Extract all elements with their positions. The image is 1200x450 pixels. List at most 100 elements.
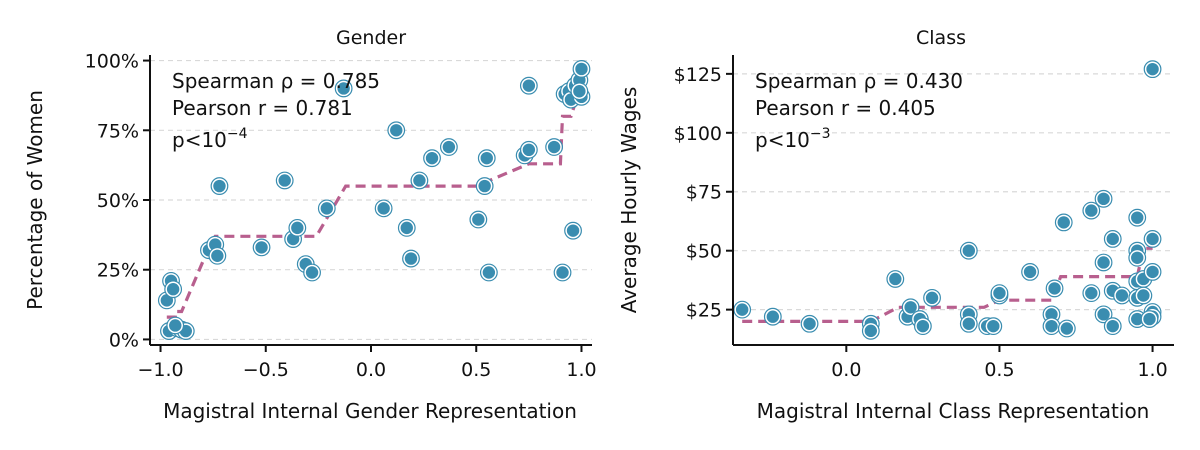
data-point-ring xyxy=(423,149,441,168)
data-point xyxy=(166,316,185,335)
data-point-marker xyxy=(1083,202,1100,219)
data-point-ring xyxy=(1045,279,1064,298)
data-point xyxy=(402,249,420,268)
data-point xyxy=(334,79,353,98)
chart-title: Gender xyxy=(336,27,406,49)
data-point xyxy=(410,171,429,190)
panel-class: Class 0.0 0.5 1.0 $25 $50 $75 $100 $125 Magist… xyxy=(617,27,1174,423)
data-point-ring xyxy=(959,314,978,333)
y-tick-label: $75 xyxy=(686,182,722,204)
data-point-marker xyxy=(985,318,1002,334)
x-tick-label: 0.5 xyxy=(461,359,491,381)
data-point-marker xyxy=(571,83,588,100)
data-point-ring xyxy=(990,284,1009,303)
data-point-ring xyxy=(959,241,978,260)
data-point xyxy=(1134,286,1153,305)
data-point xyxy=(164,280,183,299)
data-point-ring xyxy=(252,238,271,257)
x-axis-label: Magistral Internal Class Representation xyxy=(757,399,1150,423)
spearman-text: Spearman ρ = 0.785 xyxy=(172,69,380,93)
data-point-marker xyxy=(253,239,270,256)
data-point-ring xyxy=(861,321,880,340)
data-point xyxy=(475,177,494,195)
p-exponent: −3 xyxy=(810,126,831,142)
p-value-text: p<10−4 xyxy=(172,126,248,152)
data-point-ring xyxy=(886,270,905,288)
data-point-ring xyxy=(1057,319,1076,338)
data-point xyxy=(1128,248,1147,267)
data-point-ring xyxy=(1143,230,1162,248)
data-point xyxy=(1143,230,1162,248)
data-point-marker xyxy=(211,178,228,194)
data-point xyxy=(959,314,978,333)
x-tick-label: 0.5 xyxy=(984,359,1014,381)
data-point-marker xyxy=(863,323,879,339)
data-point xyxy=(572,60,591,78)
data-point-ring xyxy=(763,307,782,326)
data-point-ring xyxy=(1082,284,1101,303)
data-point xyxy=(1103,317,1122,336)
data-point-ring xyxy=(208,246,227,265)
data-point-marker xyxy=(1104,231,1121,247)
data-point-marker xyxy=(902,299,919,316)
p-base: 10 xyxy=(201,128,226,152)
data-point-marker xyxy=(167,317,184,334)
data-point-marker xyxy=(1104,318,1121,334)
data-point-marker xyxy=(1114,287,1130,304)
data-point xyxy=(564,221,582,240)
data-point-marker xyxy=(411,172,428,189)
data-point-ring xyxy=(1134,286,1153,305)
data-point xyxy=(1143,60,1162,79)
data-point-ring xyxy=(923,288,941,307)
data-point-marker xyxy=(565,222,581,239)
data-point-marker xyxy=(765,308,781,325)
data-point xyxy=(545,138,564,156)
data-point xyxy=(1045,279,1064,298)
y-tick-label: 75% xyxy=(97,120,139,142)
data-point-ring xyxy=(1054,213,1073,232)
data-point xyxy=(1094,189,1113,208)
p-prefix: p< xyxy=(755,128,784,152)
data-point-marker xyxy=(476,178,493,194)
data-point-marker xyxy=(546,139,562,155)
data-point-ring xyxy=(288,218,307,237)
data-point-ring xyxy=(475,177,494,195)
stats-annotation: Spearman ρ = 0.785 Pearson r = 0.781 p<1… xyxy=(172,69,380,152)
data-point-ring xyxy=(1143,263,1162,281)
data-point xyxy=(210,177,229,195)
x-tick-label: −0.5 xyxy=(243,359,289,381)
data-point-marker xyxy=(521,142,537,158)
data-point xyxy=(913,317,932,336)
data-point xyxy=(397,218,416,237)
data-point-ring xyxy=(275,171,294,190)
data-point-marker xyxy=(398,220,415,236)
data-point xyxy=(959,241,978,260)
data-point xyxy=(1057,319,1076,338)
data-point-marker xyxy=(289,220,306,236)
data-point-marker xyxy=(554,264,571,281)
data-point xyxy=(1128,208,1147,227)
data-point-marker xyxy=(1144,61,1161,77)
data-point xyxy=(275,171,294,190)
data-point-ring xyxy=(210,177,229,195)
x-tick-label: 0.0 xyxy=(356,359,386,381)
data-point-marker xyxy=(1135,287,1152,304)
data-point xyxy=(519,76,538,95)
data-point-marker xyxy=(887,271,904,287)
data-point-ring xyxy=(479,263,498,282)
y-tick-label: $100 xyxy=(674,123,722,145)
data-point xyxy=(1140,310,1159,328)
data-point xyxy=(519,140,538,159)
data-point-ring xyxy=(553,263,572,282)
data-point-ring xyxy=(166,316,185,335)
data-point xyxy=(1021,263,1039,281)
data-point-marker xyxy=(470,211,487,228)
data-point xyxy=(1094,253,1113,272)
data-point-ring xyxy=(800,314,819,333)
data-point xyxy=(479,263,498,282)
data-point xyxy=(303,263,321,282)
y-ticks: $25 $50 $75 $100 $125 xyxy=(674,64,733,322)
data-point-marker xyxy=(478,150,495,166)
data-point-ring xyxy=(469,210,488,229)
